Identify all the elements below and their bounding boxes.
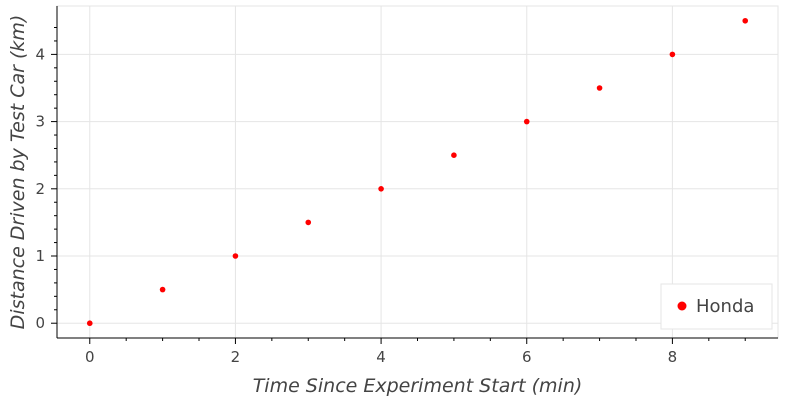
y-tick-label: 1 [35,247,45,265]
x-tick-label: 8 [668,348,678,366]
x-tick-label: 0 [85,348,95,366]
data-point [669,51,676,58]
grid-lines [57,6,778,338]
data-point [159,286,166,293]
legend: Honda [660,283,773,330]
data-point [378,186,384,192]
legend-label-honda: Honda [696,296,754,317]
y-tick-label: 0 [35,314,45,332]
data-point [232,253,239,259]
y-tick-label: 3 [35,113,45,131]
data-point [305,219,312,226]
data-point [596,85,603,91]
data-point [451,152,457,158]
x-axis-title: Time Since Experiment Start (min) [253,375,583,397]
legend-marker-honda [677,301,687,311]
x-tick-label: 6 [522,348,532,366]
data-point [742,17,749,24]
y-axis-title: Distance Driven by Test Car (km) [7,15,29,330]
y-tick-label: 4 [35,45,45,63]
data-points [86,17,749,327]
x-tick-label: 2 [231,348,241,366]
axes: 0 2 4 6 8 0 1 2 3 4 [35,6,778,366]
data-point [86,320,93,327]
y-tick-label: 2 [35,180,45,198]
data-point [523,118,530,125]
x-tick-label: 4 [376,348,386,366]
